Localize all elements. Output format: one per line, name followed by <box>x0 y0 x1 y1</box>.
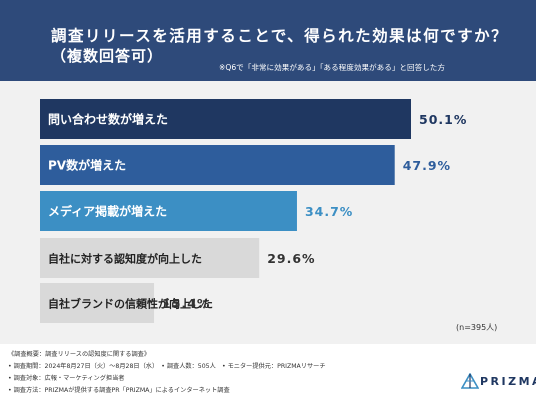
bar-1 <box>40 99 411 139</box>
value-label-5: 15.4% <box>162 296 210 311</box>
header-banner: 調査リリースを活用することで、得られた効果は何ですか？ （複数回答可） ※Q6で… <box>0 0 536 81</box>
bar-5 <box>40 283 155 323</box>
bar-4 <box>40 238 260 278</box>
sample-size-label: (n=395人) <box>456 323 498 332</box>
bar-chart: 問い合わせ数が増えた 50.1% PV数が増えた 47.9% メディア掲載が増えた 34.… <box>40 99 467 323</box>
category-label-1: 問い合わせ数が増えた <box>48 112 168 127</box>
chart-subtitle: （複数回答可） <box>51 47 164 65</box>
prizma-logo-text: PRIZMA <box>480 375 536 388</box>
chart-title: 調査リリースを活用することで、得られた効果は何ですか？ <box>51 27 509 45</box>
category-label-3: メディア掲載が増えた <box>48 204 167 219</box>
survey-footer: 《調査概要：調査リリースの認知度に関する調査》 • 調査期間：2024年8月27… <box>0 344 536 402</box>
value-label-4: 29.6% <box>267 251 315 266</box>
survey-target-line: • 調査対象：広報・マーケティング担当者 <box>8 375 125 382</box>
survey-method-line: • 調査方法：PRIZMAが提供する調査PR「PRIZMA」によるインターネット… <box>8 387 230 394</box>
prizma-triangle-icon <box>461 373 479 389</box>
category-label-5: 自社ブランドの信頼性が向上した <box>48 297 213 311</box>
survey-period-line: • 調査期間：2024年8月27日（火）〜8月28日（水） • 調査人数：505… <box>8 363 326 370</box>
value-label-3: 34.7% <box>305 204 353 219</box>
bar-2 <box>40 145 395 185</box>
survey-overview-title: 《調査概要：調査リリースの認知度に関する調査》 <box>8 351 151 358</box>
category-label-2: PV数が増えた <box>48 158 126 173</box>
value-label-2: 47.9% <box>403 158 451 173</box>
category-label-4: 自社に対する認知度が向上した <box>48 252 202 266</box>
value-label-1: 50.1% <box>419 112 467 127</box>
respondent-note: ※Q6で「非常に効果がある」「ある程度効果がある」と回答した方 <box>219 63 445 72</box>
bar-3 <box>40 191 297 231</box>
